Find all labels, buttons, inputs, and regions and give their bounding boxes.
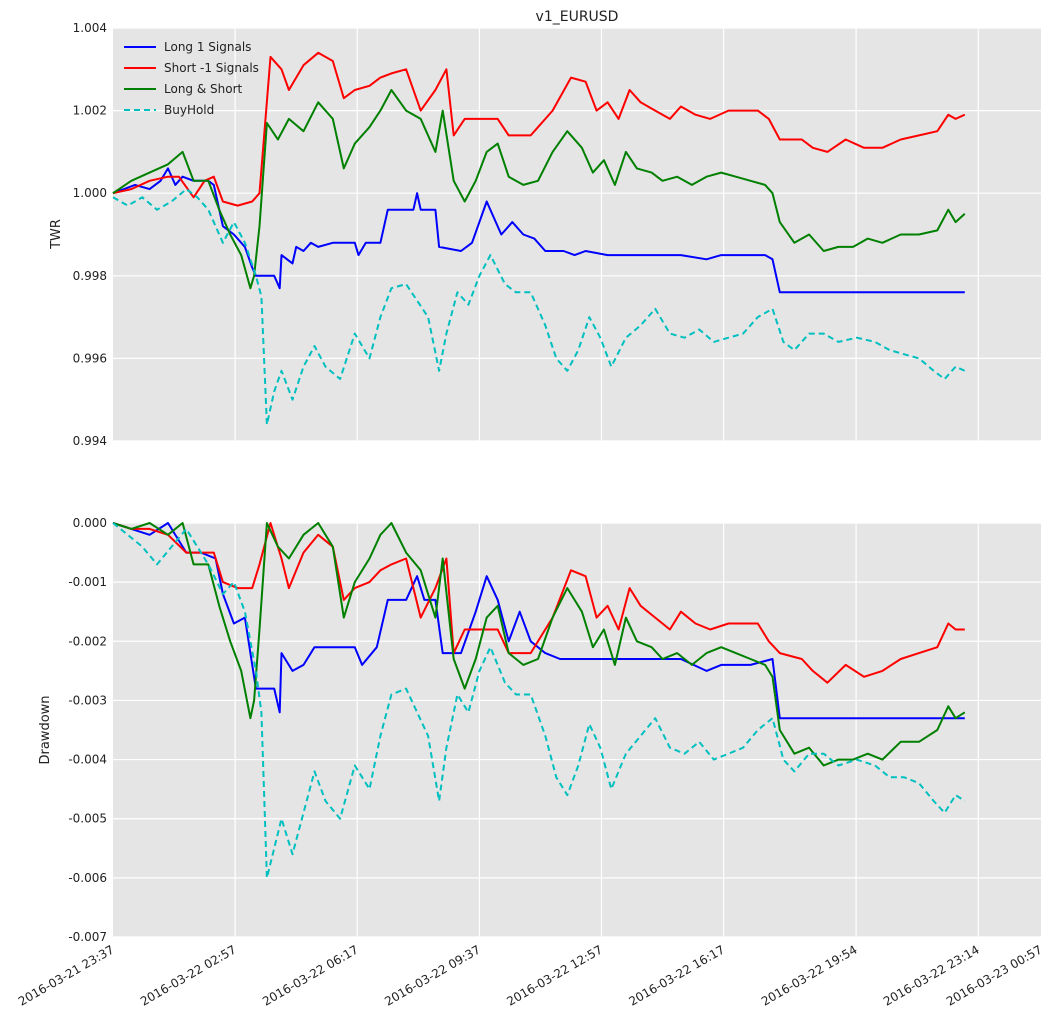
x-tick-label: 2016-03-22 06:17 xyxy=(260,942,361,1008)
x-tick-label: 2016-03-22 02:57 xyxy=(138,942,239,1008)
twr-y-tick-label: 0.994 xyxy=(73,434,107,448)
x-tick-label: 2016-03-21 23:37 xyxy=(16,942,117,1008)
twr-series-buyhold xyxy=(112,188,966,426)
twr-y-axis-label: TWR xyxy=(49,219,64,250)
twr-y-tick-label: 1.000 xyxy=(73,186,107,200)
drawdown-series-lines xyxy=(112,522,966,879)
twr-panel: 0.994 0.996 0.998 1.000 1.002 1.004 v1_EURUSD… xyxy=(49,9,1041,448)
drawdown-grid xyxy=(113,522,1041,938)
drawdown-y-tick-label: -0.003 xyxy=(68,693,107,707)
drawdown-y-tick-label: -0.007 xyxy=(68,930,107,944)
chart-title: v1_EURUSD xyxy=(536,9,619,25)
twr-y-tick-label: 1.002 xyxy=(73,104,107,118)
twr-y-tick-label: 0.996 xyxy=(73,351,107,365)
drawdown-y-tick-label: 0.000 xyxy=(73,516,107,530)
legend: Long 1 Signals Short -1 Signals Long & Sho… xyxy=(124,40,259,117)
drawdown-series-buyhold xyxy=(112,522,966,879)
legend-entry: Long & Short xyxy=(164,82,243,96)
drawdown-series-short-1-signals xyxy=(112,522,965,684)
legend-entry: BuyHold xyxy=(164,103,214,117)
x-tick-label: 2016-03-22 12:57 xyxy=(504,942,605,1008)
drawdown-y-tick-labels: -0.007 -0.006 -0.005 -0.004 -0.003 -0.002 -0.0… xyxy=(68,516,107,944)
twr-y-tick-label: 0.998 xyxy=(73,269,107,283)
drawdown-y-axis-label: Drawdown xyxy=(38,695,53,764)
twr-series-short-1-signals xyxy=(112,51,966,207)
twr-y-tick-labels: 0.994 0.996 0.998 1.000 1.002 1.004 xyxy=(73,21,107,448)
legend-entry: Long 1 Signals xyxy=(164,40,251,54)
drawdown-y-tick-label: -0.004 xyxy=(68,753,107,767)
x-tick-label: 2016-03-22 16:17 xyxy=(626,942,727,1008)
x-tick-label: 2016-03-22 09:37 xyxy=(382,942,483,1008)
drawdown-plot-area xyxy=(113,523,1041,937)
drawdown-y-tick-label: -0.006 xyxy=(68,871,107,885)
drawdown-series-long-short xyxy=(112,522,966,767)
twr-y-tick-label: 1.004 xyxy=(73,21,107,35)
x-tick-label: 2016-03-22 19:54 xyxy=(759,942,860,1008)
legend-entry: Short -1 Signals xyxy=(164,61,259,75)
twr-series-lines xyxy=(112,51,966,426)
twr-series-long-1-signals xyxy=(112,167,965,294)
twr-series-long-short xyxy=(112,89,966,290)
drawdown-y-tick-label: -0.001 xyxy=(68,575,107,589)
drawdown-panel: -0.007 -0.006 -0.005 -0.004 -0.003 -0.002 -0.0… xyxy=(16,516,1045,1009)
drawdown-y-tick-label: -0.005 xyxy=(68,812,107,826)
drawdown-y-tick-label: -0.002 xyxy=(68,634,107,648)
x-tick-labels: 2016-03-21 23:37 2016-03-22 02:57 2016-03-… xyxy=(16,942,1045,1008)
